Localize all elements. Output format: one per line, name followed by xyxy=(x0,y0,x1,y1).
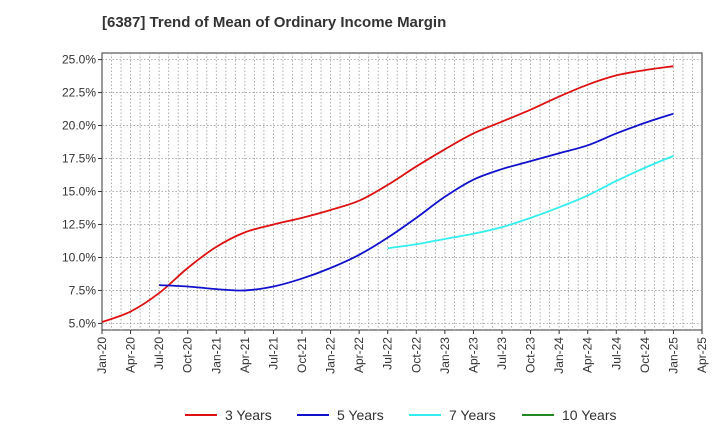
x-tick-label: Oct-20 xyxy=(181,337,195,373)
x-tick-label: Jan-20 xyxy=(95,337,109,374)
x-tick-label: Apr-20 xyxy=(124,337,138,373)
y-tick-label: 5.0% xyxy=(69,316,97,330)
x-tick-label: Oct-24 xyxy=(638,337,652,373)
legend-label-5-years: 5 Years xyxy=(337,407,384,423)
legend-swatch-3-years xyxy=(185,414,217,416)
x-tick-label: Apr-22 xyxy=(352,337,366,373)
grid-layer xyxy=(102,53,702,330)
x-tick-label: Jul-20 xyxy=(152,337,166,370)
y-tick-label: 7.5% xyxy=(69,283,97,297)
x-tick-label: Apr-21 xyxy=(238,337,252,373)
y-tick-label: 15.0% xyxy=(62,185,96,199)
y-tick-label: 22.5% xyxy=(62,86,96,100)
legend-label-10-years: 10 Years xyxy=(562,407,617,423)
x-tick-label: Jan-23 xyxy=(438,337,452,374)
legend: 3 Years 5 Years 7 Years 10 Years xyxy=(0,405,720,425)
series-line-5-years xyxy=(159,112,674,292)
x-tick-label: Jan-24 xyxy=(552,337,566,374)
legend-swatch-10-years xyxy=(522,414,554,416)
series-layer xyxy=(101,65,674,323)
x-tick-label: Jan-21 xyxy=(209,337,223,374)
series-line-7-years xyxy=(387,155,674,250)
legend-label-3-years: 3 Years xyxy=(225,407,272,423)
x-tick-label: Jul-21 xyxy=(266,337,280,370)
x-tick-label: Oct-22 xyxy=(409,337,423,373)
x-tick-label: Jul-22 xyxy=(381,337,395,370)
tick-layer: Jan-20 Apr-20 Jul-20 Oct-20 Jan-21 Apr-21 Jul-… xyxy=(62,53,709,374)
x-tick-label: Jul-23 xyxy=(495,337,509,370)
y-tick-label: 25.0% xyxy=(62,53,96,67)
x-tick-label: Jul-24 xyxy=(609,337,623,370)
y-tick-label: 20.0% xyxy=(62,119,96,133)
legend-label-7-years: 7 Years xyxy=(449,407,496,423)
legend-swatch-5-years xyxy=(297,414,329,416)
x-tick-label: Apr-24 xyxy=(581,337,595,373)
x-tick-label: Apr-25 xyxy=(695,337,709,373)
x-tick-label: Oct-23 xyxy=(524,337,538,373)
series-line-3-years xyxy=(101,65,674,323)
plot-area xyxy=(101,52,703,331)
x-tick-label: Jan-22 xyxy=(324,337,338,374)
y-tick-label: 17.5% xyxy=(62,152,96,166)
x-tick-label: Apr-23 xyxy=(466,337,480,373)
y-tick-label: 10.0% xyxy=(62,250,96,264)
x-tick-label: Jan-25 xyxy=(666,337,680,374)
x-tick-label: Oct-21 xyxy=(295,337,309,373)
legend-swatch-7-years xyxy=(409,414,441,416)
y-tick-label: 12.5% xyxy=(62,217,96,231)
chart-title: [6387] Trend of Mean of Ordinary Income … xyxy=(102,14,447,31)
